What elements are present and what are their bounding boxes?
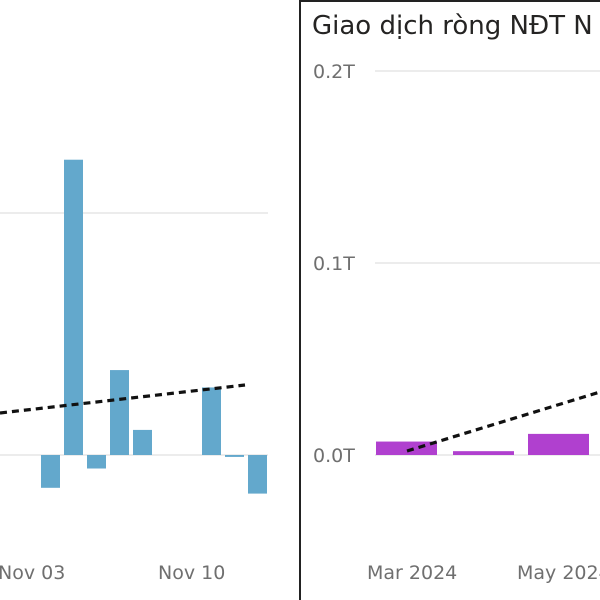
left-bar-4 xyxy=(110,370,129,455)
right-trendline xyxy=(406,390,600,453)
right-bar-2 xyxy=(453,451,514,455)
right-x-tick-1: Mar 2024 xyxy=(367,562,457,584)
right-panel: Giao dịch ròng NĐT N 0.2T 0.1T 0.0T Mar … xyxy=(312,11,600,584)
left-bar-7 xyxy=(225,455,244,457)
left-x-tick-2: Nov 10 xyxy=(158,562,225,584)
right-x-tick-2: May 2024 xyxy=(517,562,600,584)
right-chart-title: Giao dịch ròng NĐT N xyxy=(312,11,593,41)
right-bar-3 xyxy=(528,433,589,455)
left-bar-1 xyxy=(41,455,60,488)
right-y-tick-top: 0.2T xyxy=(313,61,355,83)
left-bar-group xyxy=(41,159,267,494)
left-bar-6 xyxy=(202,387,221,455)
left-bar-3 xyxy=(87,455,106,469)
left-bar-2 xyxy=(64,159,83,455)
left-panel: Nov 03 Nov 10 xyxy=(0,159,268,584)
left-bar-5 xyxy=(133,429,152,455)
right-y-tick-mid: 0.1T xyxy=(313,253,355,275)
left-bar-8 xyxy=(248,455,267,494)
left-trendline xyxy=(0,383,246,415)
right-bar-1 xyxy=(376,441,437,455)
left-x-tick-1: Nov 03 xyxy=(0,562,65,584)
right-y-tick-zero: 0.0T xyxy=(313,445,355,467)
